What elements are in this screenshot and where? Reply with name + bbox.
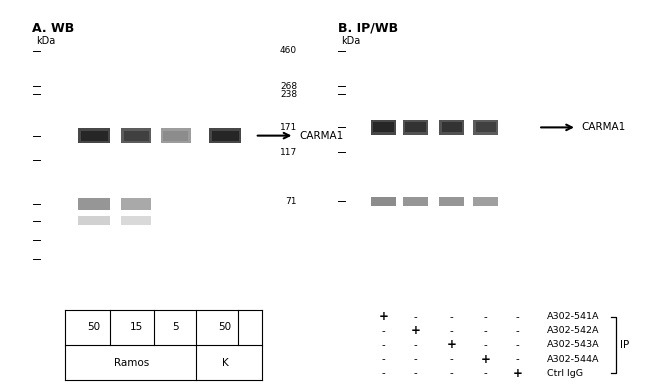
Text: 71: 71 [285,197,297,206]
Text: -: - [516,326,519,336]
Text: -: - [450,326,454,336]
Text: K: K [222,358,229,368]
Text: 15: 15 [129,322,143,332]
Text: -: - [413,368,417,378]
Bar [441,122,462,132]
Bar [473,120,499,134]
Text: 50: 50 [218,322,231,332]
Text: CARMA1: CARMA1 [581,122,626,132]
Text: -: - [450,354,454,364]
Text: -: - [450,312,454,322]
Bar [473,196,499,207]
Text: A302-542A: A302-542A [547,327,600,335]
Text: kDa: kDa [36,36,55,46]
Text: -: - [413,354,417,364]
Text: -: - [382,368,385,378]
Text: 171: 171 [280,123,297,132]
Text: +: + [481,352,491,366]
Text: -: - [450,368,454,378]
Text: kDa: kDa [341,36,361,46]
Text: +: + [513,367,523,380]
Text: -: - [516,312,519,322]
Text: IP: IP [620,340,629,350]
Text: -: - [413,340,417,350]
Bar [212,131,239,141]
Text: -: - [413,312,417,322]
Text: 117: 117 [280,148,297,156]
Bar [371,120,396,134]
Bar [78,198,111,210]
Text: -: - [484,368,488,378]
Text: -: - [484,326,488,336]
Text: -: - [516,354,519,364]
Bar [403,120,428,134]
Text: -: - [382,326,385,336]
Bar [122,129,151,143]
Bar [403,196,428,207]
Text: CARMA1: CARMA1 [299,131,343,141]
Text: -: - [484,340,488,350]
Text: +: + [410,324,421,338]
Text: -: - [382,354,385,364]
Text: +: + [378,310,389,323]
Text: A302-544A: A302-544A [547,355,600,363]
Text: 238: 238 [280,90,297,99]
Text: 268: 268 [280,82,297,91]
Bar [163,131,188,141]
Text: -: - [382,340,385,350]
Bar [161,129,190,143]
Bar [81,131,108,141]
Bar [405,122,426,132]
Text: Ramos: Ramos [114,358,149,368]
Bar [78,216,111,225]
Bar [122,216,151,225]
Text: +: + [447,338,457,352]
Text: A. WB: A. WB [32,22,75,34]
Bar [78,129,111,143]
Bar [124,131,149,141]
Text: 50: 50 [88,322,101,332]
Text: Ctrl IgG: Ctrl IgG [547,369,583,377]
Bar [371,196,396,207]
Bar [373,122,394,132]
Text: 5: 5 [172,322,179,332]
Text: A302-541A: A302-541A [547,312,600,321]
Text: A302-543A: A302-543A [547,341,600,349]
Text: -: - [484,312,488,322]
Bar [439,196,464,207]
Bar [209,129,241,143]
Bar [439,120,464,134]
Bar [476,122,496,132]
Bar [122,198,151,210]
Text: 460: 460 [280,46,297,55]
Text: -: - [516,340,519,350]
Text: B. IP/WB: B. IP/WB [338,22,398,34]
